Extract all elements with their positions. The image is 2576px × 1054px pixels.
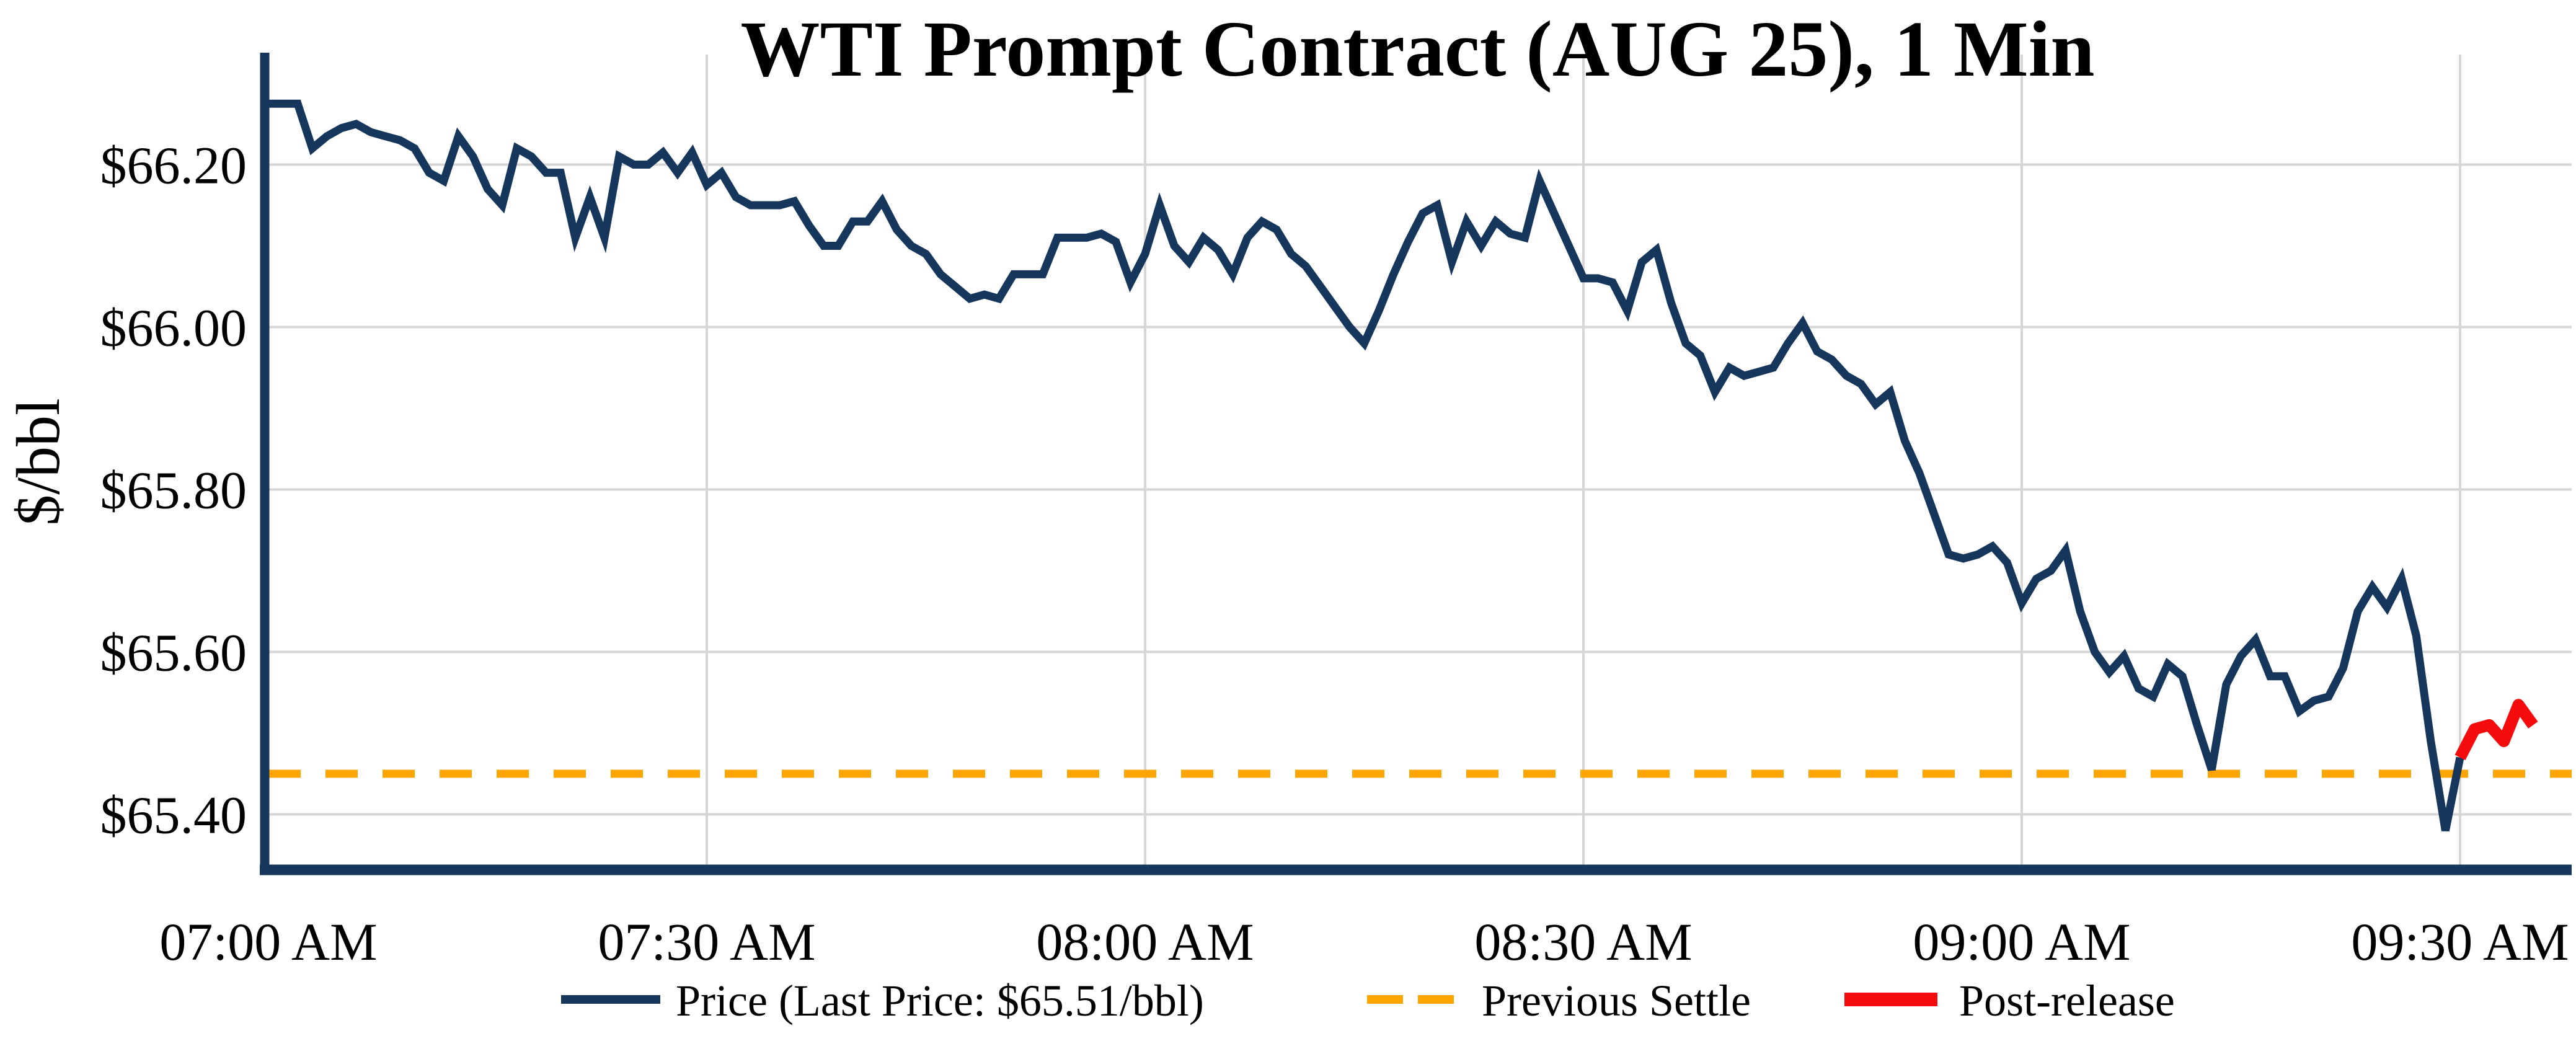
legend-label: Post-release	[1959, 976, 2175, 1025]
price-line	[268, 99, 2464, 831]
x-tick-label: 07:00 AM	[159, 912, 377, 972]
legend-label: Price (Last Price: $65.51/bbl)	[676, 976, 1204, 1025]
x-tick-label: 08:00 AM	[1036, 912, 1254, 972]
legend-label: Previous Settle	[1482, 976, 1751, 1025]
x-tick-label: 09:30 AM	[2351, 912, 2569, 972]
x-tick-label: 08:30 AM	[1474, 912, 1692, 972]
x-tick-label: 07:30 AM	[598, 912, 815, 972]
post-release-line	[2454, 699, 2538, 761]
y-tick-label: $66.00	[100, 298, 247, 358]
y-tick-label: $65.80	[100, 461, 247, 520]
y-tick-label: $66.20	[100, 136, 247, 195]
y-tick-label: $65.40	[100, 786, 247, 845]
chart-title: WTI Prompt Contract (AUG 25), 1 Min	[740, 5, 2094, 93]
x-tick-label: 09:00 AM	[1913, 912, 2130, 972]
y-tick-label: $65.60	[100, 623, 247, 683]
y-axis-label: $/bbl	[4, 398, 73, 526]
